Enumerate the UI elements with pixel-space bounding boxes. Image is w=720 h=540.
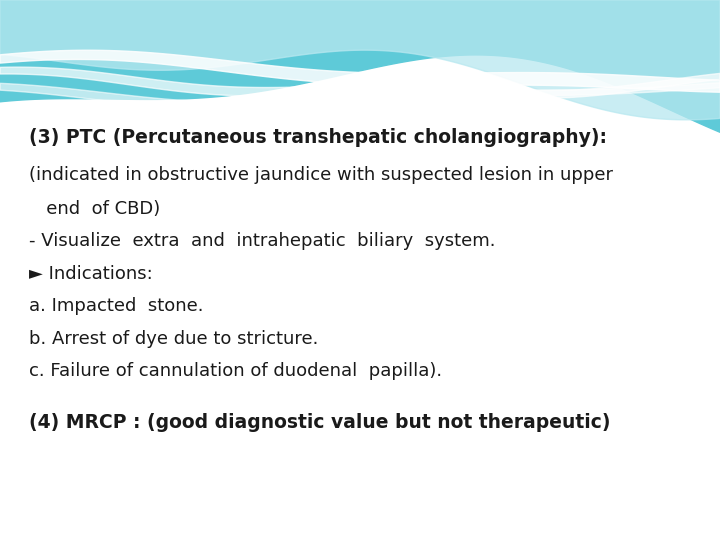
Text: c. Failure of cannulation of duodenal  papilla).: c. Failure of cannulation of duodenal pa…: [29, 362, 442, 380]
Text: - Visualize  extra  and  intrahepatic  biliary  system.: - Visualize extra and intrahepatic bilia…: [29, 232, 495, 251]
Text: (3) PTC (Percutaneous transhepatic cholangiography):: (3) PTC (Percutaneous transhepatic chola…: [29, 128, 607, 147]
Text: (4) MRCP : (good diagnostic value but not therapeutic): (4) MRCP : (good diagnostic value but no…: [29, 413, 611, 432]
Text: a. Impacted  stone.: a. Impacted stone.: [29, 297, 203, 315]
Text: ► Indications:: ► Indications:: [29, 265, 153, 283]
Text: (indicated in obstructive jaundice with suspected lesion in upper: (indicated in obstructive jaundice with …: [29, 166, 613, 185]
Text: end  of CBD): end of CBD): [29, 200, 160, 218]
Text: b. Arrest of dye due to stricture.: b. Arrest of dye due to stricture.: [29, 329, 318, 348]
